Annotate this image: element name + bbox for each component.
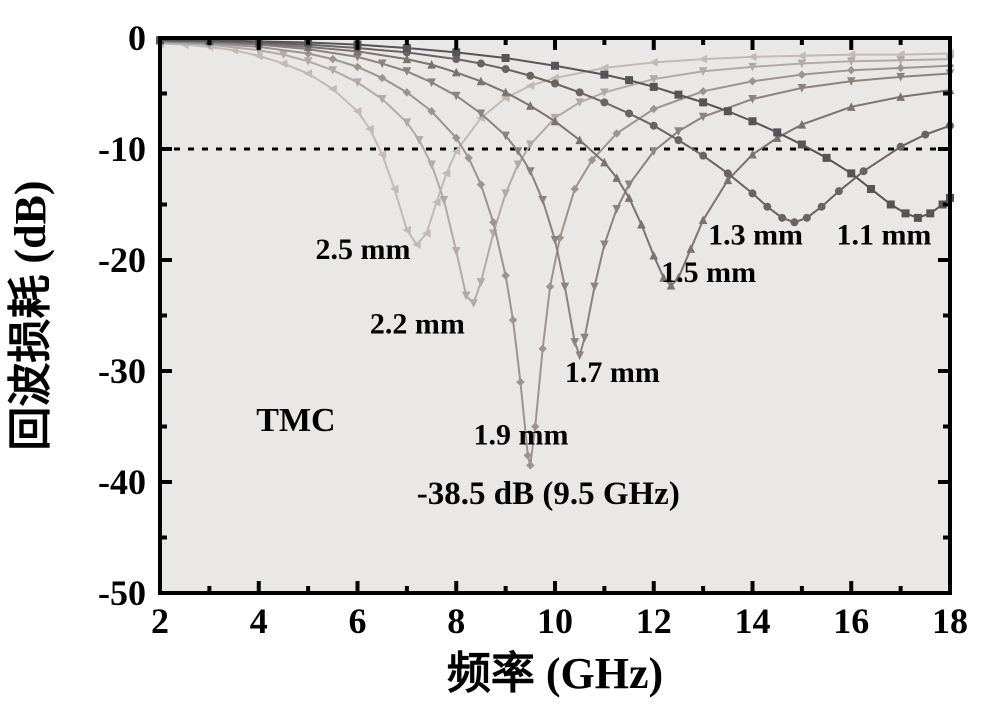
y-tick-label: 0 — [128, 18, 146, 58]
annotation-8: -38.5 dB (9.5 GHz) — [417, 476, 680, 512]
x-tick-label: 8 — [447, 601, 465, 641]
annotation-1: 2.2 mm — [370, 307, 465, 340]
x-tick-label: 10 — [537, 601, 573, 641]
y-tick-label: -10 — [98, 129, 146, 169]
annotation-4: 1.5 mm — [661, 256, 756, 289]
x-tick-label: 14 — [735, 601, 771, 641]
y-tick-label: -40 — [98, 462, 146, 502]
x-tick-label: 16 — [833, 601, 869, 641]
y-tick-label: -30 — [98, 351, 146, 391]
y-tick-label: -50 — [98, 573, 146, 613]
annotation-5: 1.3 mm — [708, 218, 803, 251]
x-tick-label: 6 — [349, 601, 367, 641]
x-axis-title: 频率 (GHz) — [447, 649, 663, 698]
annotation-2: 1.9 mm — [474, 418, 569, 451]
x-tick-label: 4 — [250, 601, 268, 641]
annotation-3: 1.7 mm — [565, 356, 660, 389]
x-tick-label: 18 — [932, 601, 968, 641]
y-tick-label: -20 — [98, 240, 146, 280]
x-tick-label: 2 — [151, 601, 169, 641]
annotation-7: TMC — [256, 402, 335, 439]
y-axis-title: 回波损耗 (dB) — [6, 180, 55, 450]
annotation-6: 1.1 mm — [836, 218, 931, 251]
x-tick-label: 12 — [636, 601, 672, 641]
annotation-0: 2.5 mm — [316, 233, 411, 266]
